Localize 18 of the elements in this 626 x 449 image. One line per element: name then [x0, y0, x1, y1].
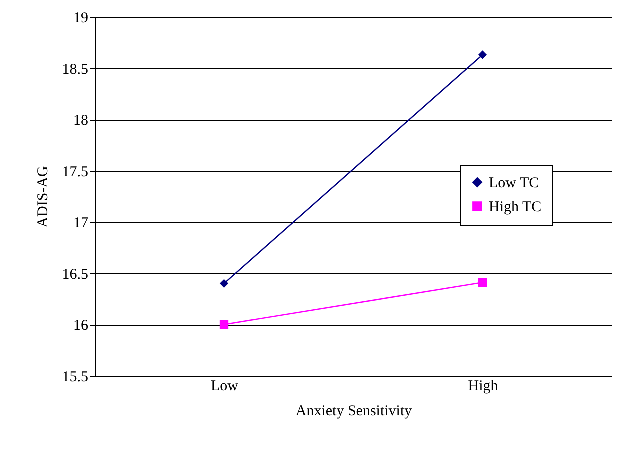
- y-tick-label: 18: [74, 113, 88, 130]
- y-tick-label: 17: [74, 216, 89, 232]
- x-tick-label: High: [468, 378, 499, 394]
- y-tick-label: 19: [74, 10, 88, 26]
- y-tick-label: 16.5: [62, 266, 88, 283]
- y-axis-title: ADIS-AG: [35, 166, 52, 228]
- point: [220, 320, 229, 330]
- point: [478, 50, 488, 60]
- x-axis-title: Anxiety Sensitivity: [296, 404, 413, 420]
- y-tick-label: 16: [74, 318, 89, 334]
- y-tick-label: 18.5: [62, 62, 88, 78]
- legend-label: Low TC: [489, 176, 540, 192]
- y-tick-label: 17.5: [62, 164, 88, 180]
- legend-label: High TC: [489, 200, 542, 216]
- x-tick-label: Low: [211, 378, 239, 394]
- point: [478, 278, 488, 287]
- point: [220, 279, 229, 288]
- y-tick-label: 15.5: [62, 370, 88, 386]
